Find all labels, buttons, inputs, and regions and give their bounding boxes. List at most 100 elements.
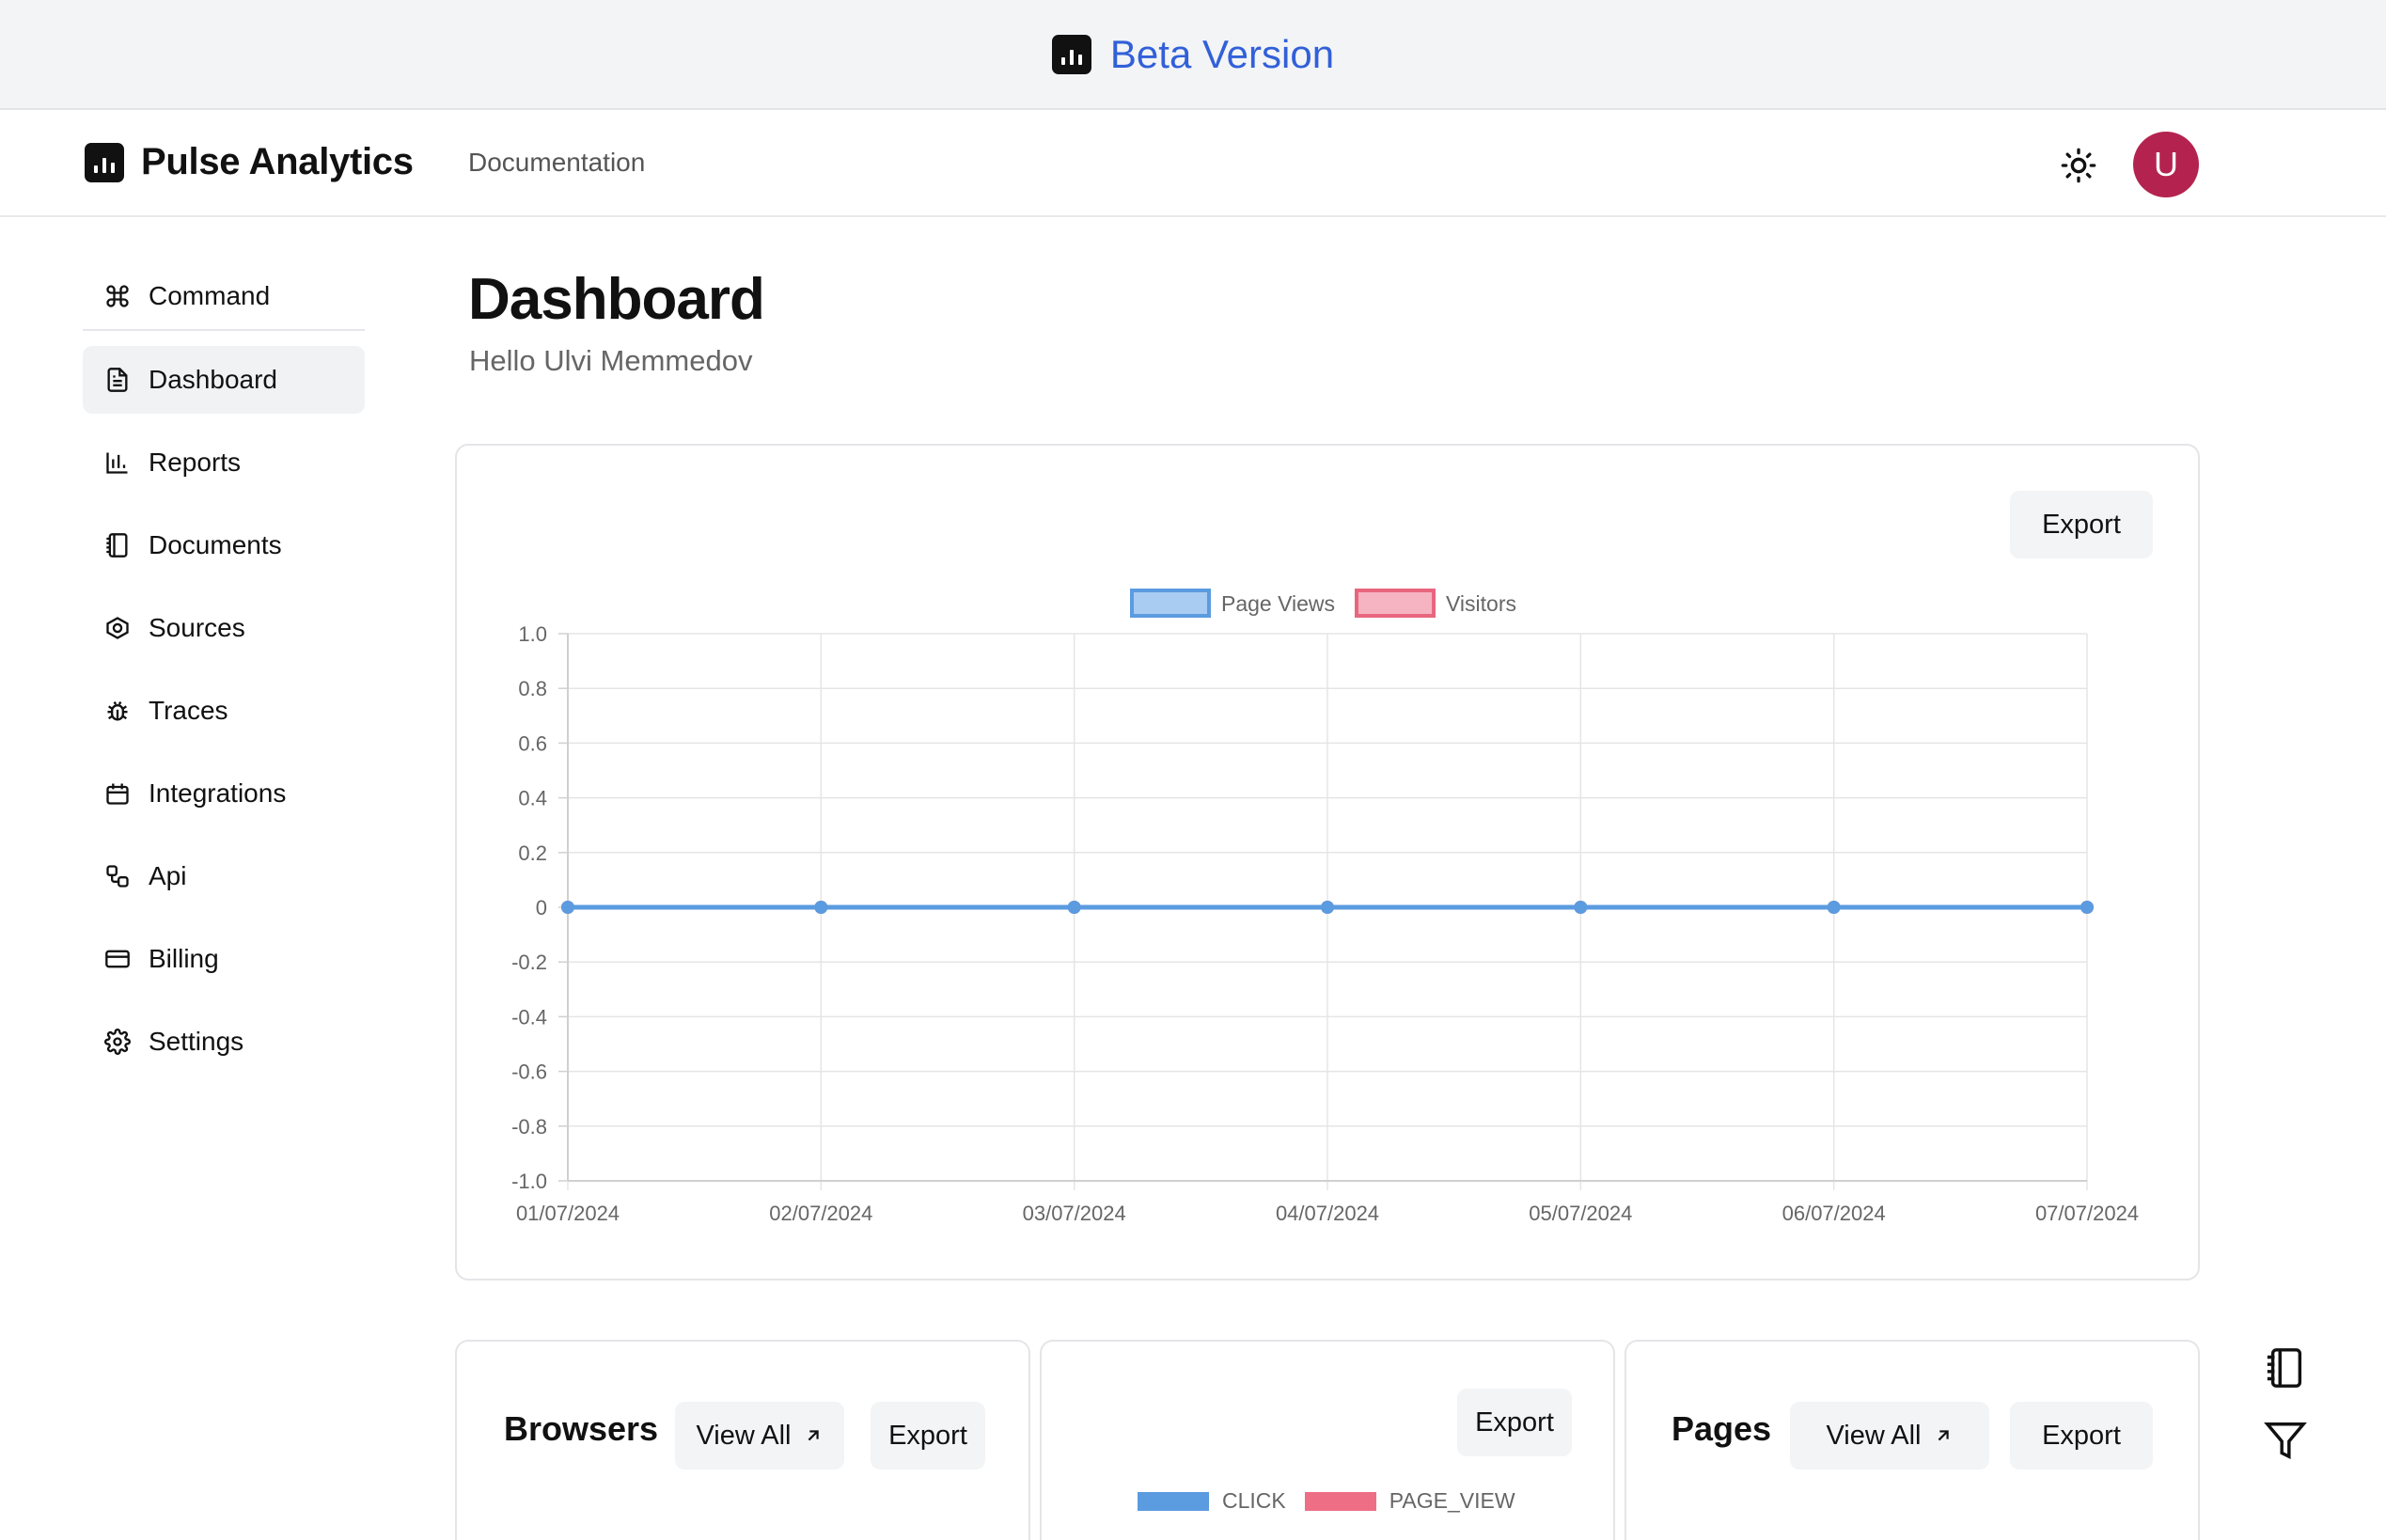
hexagon-icon	[103, 614, 132, 642]
sidebar-item-label: Integrations	[149, 778, 287, 808]
y-tick-label: 0.2	[518, 841, 547, 865]
filter-icon	[2264, 1422, 2307, 1460]
x-axis: 01/07/2024 02/07/2024 03/07/2024 04/07/2024…	[516, 1202, 2139, 1225]
x-tick-label: 06/07/2024	[1782, 1202, 1886, 1225]
sidebar-item-label: Billing	[149, 944, 219, 973]
sidebar-item-billing[interactable]: Billing	[83, 925, 365, 993]
data-point-0-0	[561, 901, 574, 914]
filter-button[interactable]	[2264, 1418, 2311, 1465]
chart-legend: Page Views Visitors	[1130, 589, 1516, 618]
command-icon	[103, 282, 132, 310]
sidebar-item-integrations[interactable]: Integrations	[83, 760, 365, 827]
sidebar-item-traces[interactable]: Traces	[83, 677, 365, 745]
data-point-0-2	[1067, 901, 1081, 914]
beta-banner-text: Beta Version	[1109, 31, 1335, 76]
sidebar-item-label: Documents	[149, 530, 282, 559]
legend-label-0: Page Views	[1221, 591, 1335, 616]
sidebar-item-label: Command	[149, 281, 271, 310]
arrow-up-right-icon	[1938, 1430, 1949, 1441]
events-legend: CLICK PAGE_VIEW	[1138, 1488, 1515, 1514]
bar-chart-icon	[103, 448, 132, 477]
notebook-icon	[103, 531, 132, 559]
greeting-text: Hello Ulvi Memmedov	[469, 344, 753, 377]
brand-name: Pulse Analytics	[141, 141, 414, 182]
traffic-line-chart: Page Views Visitors 1.0 0.8 0.6 0.4 0.2 0 -0.2 -…	[511, 589, 2139, 1225]
brand-link[interactable]: Pulse Analytics	[85, 141, 414, 183]
data-point-0-3	[1321, 901, 1334, 914]
sun-icon	[2061, 148, 2096, 183]
x-tick-label: 07/07/2024	[2035, 1202, 2139, 1225]
view-all-label: View All	[696, 1420, 792, 1451]
click-swatch	[1138, 1491, 1209, 1511]
x-tick-label: 04/07/2024	[1276, 1202, 1379, 1225]
sidebar-item-reports[interactable]: Reports	[83, 429, 365, 496]
theme-toggle-button[interactable]	[2055, 142, 2102, 189]
data-point-0-4	[1574, 901, 1588, 914]
y-tick-label: 0.8	[518, 677, 547, 700]
y-tick-label: -1.0	[511, 1170, 547, 1193]
traffic-chart-card	[455, 444, 2200, 1281]
file-text-icon	[103, 366, 132, 394]
events-card: Export CLICK PAGE_VIEW	[1040, 1340, 1615, 1540]
pages-title: Pages	[1672, 1409, 1772, 1448]
sidebar-item-api[interactable]: Api	[83, 842, 365, 910]
sidebar-item-sources[interactable]: Sources	[83, 594, 365, 662]
browsers-export-button[interactable]: Export	[871, 1402, 985, 1469]
bar-chart-logo-icon	[1051, 34, 1091, 74]
y-tick-label: 1.0	[518, 622, 547, 646]
arrow-up-right-icon	[808, 1430, 819, 1441]
y-axis: 1.0 0.8 0.6 0.4 0.2 0 -0.2 -0.4 -0.6 -0.8 -1.0	[511, 622, 547, 1193]
y-tick-label: 0.4	[518, 787, 547, 810]
page-view-legend-label: PAGE_VIEW	[1389, 1488, 1515, 1513]
sidebar-item-label: Settings	[149, 1027, 244, 1056]
y-tick-label: -0.4	[511, 1005, 547, 1029]
bug-icon	[103, 697, 132, 725]
browsers-view-all-button[interactable]: View All	[675, 1402, 844, 1469]
legend-swatch-1	[1355, 589, 1436, 618]
sidebar-item-documents[interactable]: Documents	[83, 511, 365, 579]
calendar-icon	[103, 779, 132, 808]
pages-view-all-button[interactable]: View All	[1790, 1402, 1989, 1469]
sidebar-item-command[interactable]: Command	[83, 263, 365, 331]
documentation-link[interactable]: Documentation	[468, 148, 646, 177]
y-tick-label: 0.6	[518, 731, 547, 755]
x-tick-label: 01/07/2024	[516, 1202, 620, 1225]
legend-label-1: Visitors	[1446, 591, 1516, 616]
sidebar: Command Dashboard Reports Documents Sour…	[83, 263, 365, 1091]
export-button[interactable]: Export	[2010, 491, 2153, 558]
page-title: Dashboard	[468, 267, 765, 332]
click-legend-label: CLICK	[1222, 1488, 1286, 1513]
x-tick-label: 05/07/2024	[1529, 1202, 1632, 1225]
notebook-icon	[2267, 1348, 2302, 1388]
sidebar-item-dashboard[interactable]: Dashboard	[83, 346, 365, 414]
view-all-label: View All	[1826, 1420, 1922, 1451]
workflow-icon	[103, 862, 132, 890]
gear-icon	[103, 1028, 132, 1056]
user-avatar[interactable]: U	[2133, 132, 2199, 197]
x-tick-label: 02/07/2024	[769, 1202, 872, 1225]
pages-card: Pages View All Export	[1625, 1340, 2200, 1540]
browsers-title: Browsers	[504, 1409, 659, 1448]
brand-logo-icon	[85, 142, 124, 182]
notebook-button[interactable]	[2264, 1344, 2311, 1391]
beta-banner: Beta Version	[0, 0, 2386, 110]
data-point-0-1	[814, 901, 828, 914]
sidebar-item-label: Sources	[149, 613, 245, 642]
data-point-0-6	[2080, 901, 2094, 914]
credit-card-icon	[103, 945, 132, 973]
sidebar-item-label: Reports	[149, 448, 242, 477]
sidebar-item-label: Traces	[149, 696, 228, 725]
y-tick-label: -0.2	[511, 951, 547, 974]
y-tick-label: -0.8	[511, 1115, 547, 1139]
chart-series	[561, 901, 2094, 914]
chart-grid	[558, 633, 2088, 1190]
browsers-card: Browsers View All Export	[455, 1340, 1030, 1540]
y-tick-label: -0.6	[511, 1061, 547, 1084]
sidebar-item-label: Dashboard	[149, 365, 277, 394]
events-export-button[interactable]: Export	[1457, 1389, 1572, 1456]
sidebar-item-settings[interactable]: Settings	[83, 1008, 365, 1076]
page-view-swatch	[1304, 1491, 1376, 1511]
pages-export-button[interactable]: Export	[2010, 1402, 2153, 1469]
floating-tools	[2264, 1344, 2311, 1465]
legend-swatch-0	[1130, 589, 1211, 618]
